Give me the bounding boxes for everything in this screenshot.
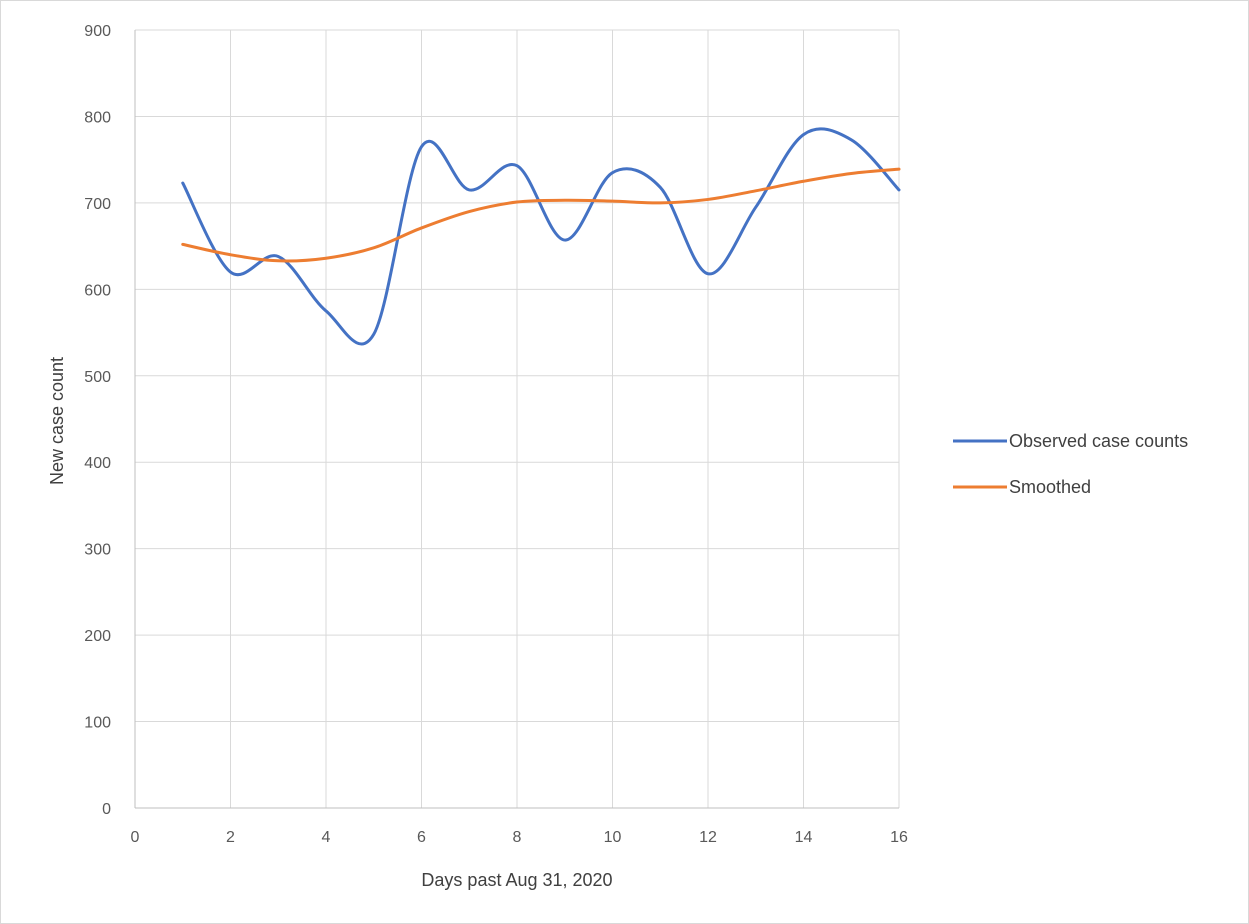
legend-label: Smoothed	[1009, 477, 1091, 497]
x-tick-label: 0	[131, 829, 140, 846]
x-tick-label: 6	[417, 829, 426, 846]
y-tick-label: 900	[84, 23, 111, 40]
legend-label: Observed case counts	[1009, 431, 1188, 451]
gridlines	[135, 29, 900, 808]
x-tick-label: 4	[322, 829, 331, 846]
series-line-observed	[181, 127, 901, 346]
x-tick-label: 12	[699, 829, 717, 846]
series-lines	[181, 127, 901, 346]
x-tick-label: 2	[226, 829, 235, 846]
y-tick-label: 400	[84, 455, 111, 472]
x-tick-label: 10	[604, 829, 622, 846]
y-tick-label: 700	[84, 196, 111, 213]
y-tick-label: 100	[84, 715, 111, 732]
y-tick-label: 600	[84, 282, 111, 299]
y-tick-label: 300	[84, 542, 111, 559]
axes	[134, 30, 899, 809]
y-tick-label: 800	[84, 109, 111, 126]
tick-labels: 0 100 200 300 400 500 600 700 800 900 0 2 4 6 8 10 12 14 1…	[84, 23, 908, 846]
legend: Observed case counts Smoothed	[953, 431, 1188, 497]
y-axis-title: New case count	[47, 357, 67, 485]
x-axis-title: Days past Aug 31, 2020	[421, 870, 612, 890]
x-tick-label: 14	[795, 829, 813, 846]
x-tick-label: 16	[890, 829, 908, 846]
y-tick-label: 500	[84, 369, 111, 386]
series-line-smoothed	[181, 167, 901, 263]
y-tick-label: 0	[102, 801, 111, 818]
y-tick-label: 200	[84, 628, 111, 645]
x-tick-label: 8	[513, 829, 522, 846]
